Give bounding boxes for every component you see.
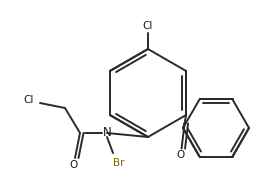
Text: O: O bbox=[176, 150, 185, 160]
Text: Br: Br bbox=[113, 158, 124, 168]
Text: Cl: Cl bbox=[143, 21, 153, 31]
Text: N: N bbox=[103, 126, 111, 139]
Text: O: O bbox=[69, 160, 77, 170]
Text: Cl: Cl bbox=[24, 95, 34, 105]
